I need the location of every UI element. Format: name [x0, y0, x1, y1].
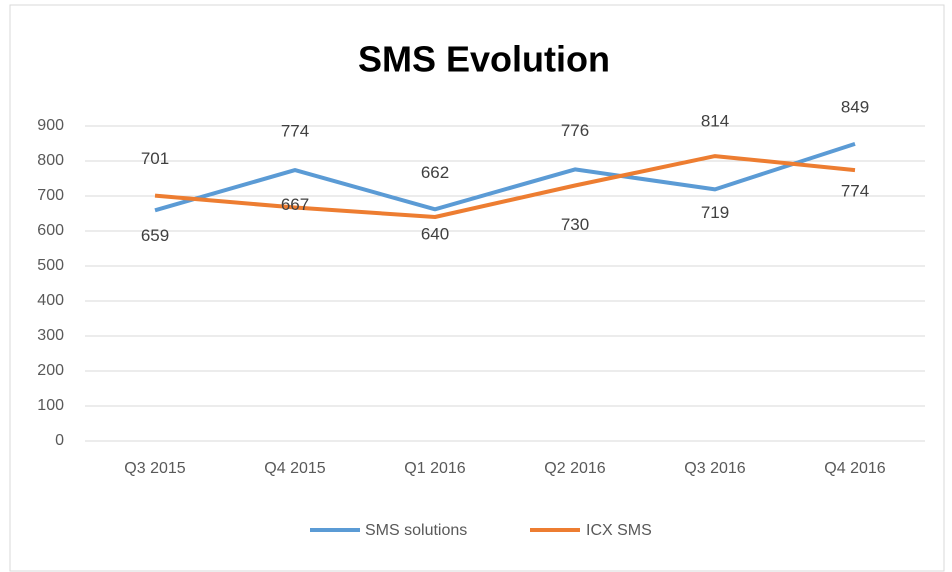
series-line	[154, 141, 856, 213]
data-label: 667	[281, 195, 309, 214]
x-tick-label: Q4 2016	[824, 460, 885, 477]
legend-label: ICX SMS	[586, 522, 652, 539]
data-label: 774	[281, 122, 309, 141]
y-tick-label: 0	[55, 432, 64, 449]
data-label: 701	[141, 149, 169, 168]
x-tick-label: Q2 2016	[544, 460, 605, 477]
x-tick-label: Q3 2016	[684, 460, 745, 477]
x-tick-label: Q4 2015	[264, 460, 325, 477]
y-tick-label: 100	[37, 397, 64, 414]
chart-frame	[9, 4, 945, 572]
y-tick-label: 500	[37, 257, 64, 274]
x-tick-label: Q1 2016	[404, 460, 465, 477]
data-label: 849	[841, 97, 869, 116]
y-tick-label: 200	[37, 362, 64, 379]
series-line	[154, 154, 856, 219]
data-label: 730	[561, 215, 589, 234]
x-tick-label: Q3 2015	[124, 460, 185, 477]
y-tick-label: 700	[37, 187, 64, 204]
y-tick-label: 900	[37, 117, 64, 134]
data-label: 774	[841, 182, 869, 201]
data-label: 719	[701, 203, 729, 222]
y-tick-label: 300	[37, 327, 64, 344]
data-label: 814	[701, 112, 729, 131]
data-label: 776	[561, 121, 589, 140]
y-tick-label: 600	[37, 222, 64, 239]
data-label: 662	[421, 163, 449, 182]
chart-title: SMS Evolution	[358, 39, 610, 80]
data-label: 640	[421, 224, 449, 243]
legend-label: SMS solutions	[365, 522, 467, 539]
y-tick-label: 400	[37, 292, 64, 309]
data-label: 659	[141, 226, 169, 245]
y-tick-label: 800	[37, 152, 64, 169]
